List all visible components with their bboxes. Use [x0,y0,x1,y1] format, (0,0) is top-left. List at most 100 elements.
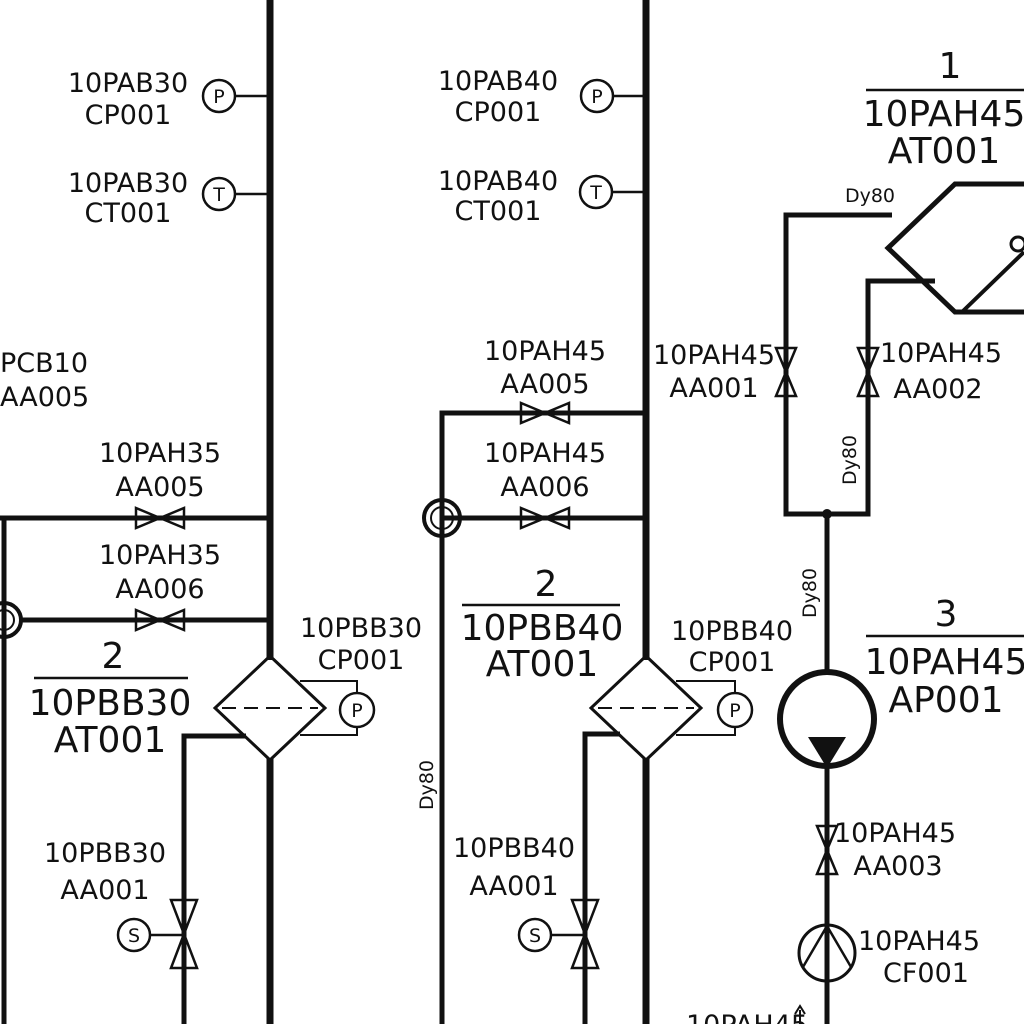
actuator-icon [116,917,152,953]
gate-valve-icon [774,346,798,398]
svg-text:AT001: AT001 [888,131,1001,172]
svg-text:AA002: AA002 [893,374,982,405]
svg-text:P: P [213,86,224,108]
control-valve-icon [570,898,600,970]
svg-text:AA003: AA003 [853,851,942,882]
gate-valve-icon [134,506,186,530]
svg-text:CF001: CF001 [883,958,969,989]
svg-text:10PBB30: 10PBB30 [29,683,192,724]
svg-text:AA006: AA006 [500,472,589,503]
heat-exchanger-pah45: 1 10PAH45 AT001 [863,46,1024,315]
svg-text:10PAB40: 10PAB40 [438,166,558,197]
tag-bottom-cut: 10PAH45 [686,1004,808,1024]
actuator-icon [517,917,553,953]
main-pipes [266,0,650,1024]
svg-text:10PBB40: 10PBB40 [461,608,624,649]
instrument-pbb40-cp: 10PBB40 CP001 [671,616,793,678]
svg-text:AA005: AA005 [0,382,89,413]
gate-valve-icon [519,401,571,425]
svg-text:CP001: CP001 [318,645,405,676]
svg-text:10PAH45: 10PAH45 [484,336,606,367]
instrument-pbb30-cp: 10PBB30 CP001 [300,613,422,676]
svg-text:10PAB30: 10PAB30 [68,168,188,199]
svg-text:PCB10: PCB10 [0,348,88,379]
svg-text:10PBB30: 10PBB30 [44,838,166,869]
valve-pah35-aa006: 10PAH35 AA006 [99,540,221,632]
valve-pah45-aa002: 10PAH45 AA002 [856,338,1002,405]
svg-text:10PAH45: 10PAH45 [880,338,1002,369]
svg-text:2: 2 [102,636,125,677]
valve-pah45-aa005: 10PAH45 AA005 [484,336,606,425]
instrument-pab30-cp: 10PAB30 CP001 P [68,68,270,131]
svg-text:AT001: AT001 [486,644,599,685]
pressure-gauge-icon [338,691,376,729]
svg-text:AA001: AA001 [60,875,149,906]
valve-pah35-aa005: 10PAH35 AA005 [99,438,221,530]
valve-pah45-aa006: 10PAH45 AA006 [484,438,606,530]
svg-text:10PBB40: 10PBB40 [453,833,575,864]
tag-pcb10: PCB10 AA005 [0,348,89,413]
pipe-connector-icon [0,601,23,639]
heat-exchanger-icon [212,653,328,763]
heat-exchanger-icon [884,181,1024,315]
heat-exchanger-pbb40: 2 10PBB40 AT001 P [461,564,754,1024]
svg-text:AA001: AA001 [469,871,558,902]
svg-text:CT001: CT001 [455,196,542,227]
control-valve-pbb40: 10PBB40 AA001 S [453,833,600,970]
svg-text:10PAH45: 10PAH45 [865,642,1024,683]
svg-text:AT001: AT001 [54,720,167,761]
svg-text:CT001: CT001 [85,198,172,229]
svg-text:1: 1 [939,46,962,87]
svg-text:P: P [729,700,740,722]
svg-text:10PAH35: 10PAH35 [99,438,221,469]
svg-text:CP001: CP001 [689,647,776,678]
tag-line2: CP001 [85,100,172,131]
svg-text:10PAH45: 10PAH45 [686,1010,808,1024]
svg-text:10PAH45: 10PAH45 [858,926,980,957]
svg-text:AA001: AA001 [669,373,758,404]
svg-text:3: 3 [935,594,958,635]
svg-text:10PAH45: 10PAH45 [834,818,956,849]
svg-text:10PAH45: 10PAH45 [653,340,775,371]
svg-text:AP001: AP001 [888,680,1003,721]
instrument-pab30-ct: 10PAB30 CT001 T [68,168,270,229]
gate-valve-icon [815,824,839,876]
svg-text:10PBB40: 10PBB40 [671,616,793,647]
svg-text:10PAH45: 10PAH45 [863,94,1024,135]
gate-valve-icon [519,506,571,530]
valve-pah45-aa003: 10PAH45 AA003 [815,818,956,882]
heat-exchanger-pbb30: 2 10PBB30 AT001 P [29,636,376,1024]
pipe-size-label: Dy80 [799,568,821,618]
svg-text:CP001: CP001 [455,97,542,128]
control-valve-icon [169,898,199,970]
svg-text:T: T [589,182,602,204]
pump-pah45-ap001: 3 10PAH45 AP001 [777,594,1024,769]
gate-valve-icon [856,346,880,398]
svg-text:10PAH45: 10PAH45 [484,438,606,469]
svg-text:AA006: AA006 [115,574,204,605]
pipe-size-label: Dy80 [416,760,438,810]
svg-text:10PBB30: 10PBB30 [300,613,422,644]
pipe-size-label: Dy80 [845,185,895,207]
svg-text:10PAB40: 10PAB40 [438,66,558,97]
svg-text:S: S [529,925,541,947]
instrument-pab40-ct: 10PAB40 CT001 T [438,166,646,227]
instrument-pab40-cp: 10PAB40 CP001 P [438,66,646,128]
svg-text:2: 2 [535,564,558,605]
pipe-connector-icon [422,498,462,538]
svg-text:S: S [128,925,140,947]
svg-text:AA005: AA005 [115,472,204,503]
svg-text:AA005: AA005 [500,369,589,400]
svg-text:10PAH35: 10PAH35 [99,540,221,571]
svg-text:T: T [212,184,225,206]
heat-exchanger-icon [588,653,704,763]
pipe-size-label: Dy80 [839,435,861,485]
svg-text:P: P [591,86,602,108]
tag-line1: 10PAB30 [68,68,188,99]
svg-text:P: P [351,700,362,722]
control-valve-pbb30: 10PBB30 AA001 S [44,838,199,970]
valve-pah45-aa001: 10PAH45 AA001 [653,340,798,404]
pipe-branch-mid-1 [439,410,646,1024]
flowmeter-pah45-cf001: 10PAH45 CF001 [797,923,980,989]
